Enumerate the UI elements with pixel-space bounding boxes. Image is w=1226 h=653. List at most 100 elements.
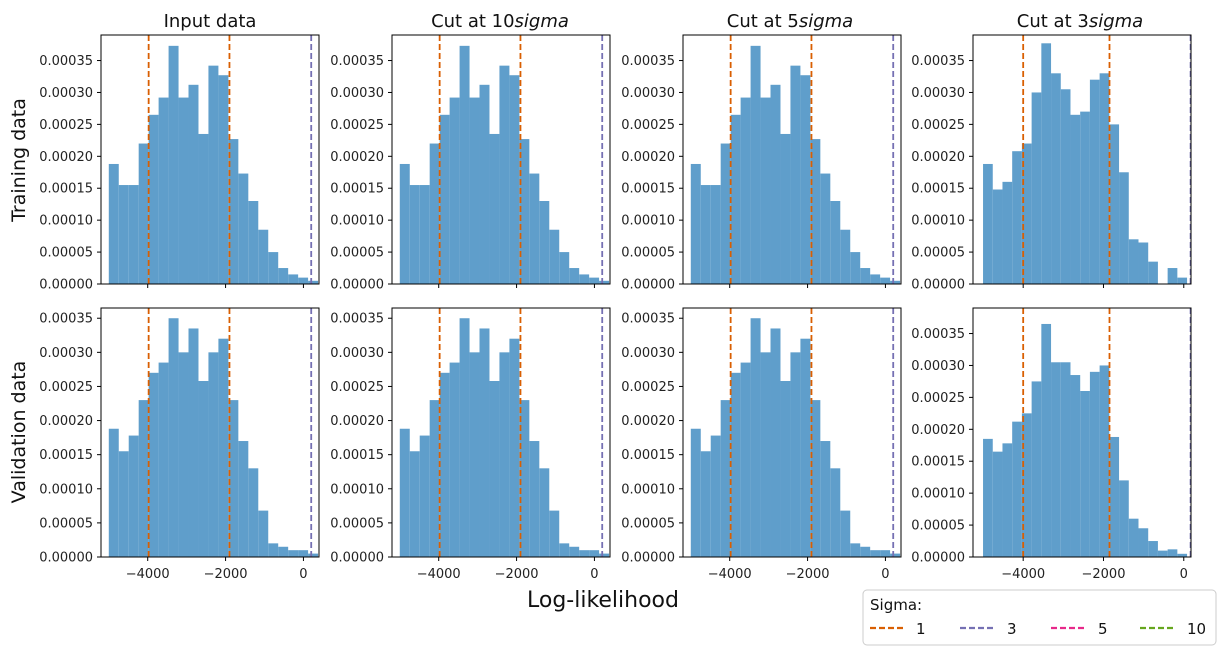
- histogram-bar: [288, 274, 299, 284]
- histogram-bar: [489, 133, 500, 284]
- histogram-bar: [138, 143, 149, 284]
- histogram-bar: [218, 75, 229, 284]
- y-tick-label: 0.00015: [621, 182, 675, 197]
- histogram-bar: [840, 510, 851, 557]
- histogram-bar: [208, 352, 219, 557]
- histogram-bar: [850, 543, 861, 557]
- histogram-bar: [148, 372, 159, 557]
- axes-frame: [682, 307, 902, 558]
- histogram-bar: [268, 543, 279, 557]
- histogram-bar: [449, 97, 460, 284]
- histogram-bar: [1167, 268, 1178, 284]
- axes-frame: [972, 307, 1192, 558]
- y-tick-label: 0.00030: [621, 346, 675, 361]
- histogram-bar: [138, 400, 149, 557]
- histogram-bar: [710, 185, 721, 284]
- y-tick-label: 0.00020: [39, 414, 93, 429]
- histogram-bar: [770, 328, 781, 557]
- histogram-bar: [890, 280, 901, 284]
- histogram-bar: [449, 362, 460, 557]
- y-tick-label: 0.00000: [330, 551, 384, 566]
- axes-frame: [972, 34, 1192, 285]
- histogram-bar: [1148, 261, 1158, 284]
- histogram-bar: [208, 65, 219, 285]
- histogram-bar: [188, 328, 199, 557]
- histogram-bar: [539, 468, 550, 557]
- histogram-bar: [549, 510, 560, 557]
- y-tick-label: 0.00000: [911, 551, 965, 566]
- axes-frame: [391, 34, 611, 285]
- histogram-bar: [168, 45, 179, 284]
- histogram-bar: [409, 451, 420, 557]
- histogram-bar: [820, 173, 831, 284]
- column-title-cut-3-sigma: Cut at 3sigma: [1017, 11, 1143, 32]
- histogram-bar: [1138, 242, 1149, 284]
- histogram-bar: [690, 163, 701, 284]
- histogram-bar: [308, 280, 319, 284]
- y-tick-label: 0.00020: [911, 423, 965, 438]
- histogram-bar: [188, 84, 199, 284]
- histogram-bar: [790, 352, 801, 557]
- histogram-bar: [730, 372, 741, 557]
- x-tick-label: 0: [299, 567, 307, 582]
- histogram-bar: [700, 451, 711, 557]
- y-tick-label: 0.00000: [621, 551, 675, 566]
- histogram-bar: [780, 380, 791, 557]
- y-tick-label: 0.00010: [39, 482, 93, 497]
- histogram-bar: [258, 229, 269, 284]
- histogram-bar: [228, 139, 239, 284]
- histogram-bar: [569, 268, 580, 284]
- histogram-bar: [198, 380, 209, 557]
- histogram-bar: [810, 139, 821, 284]
- x-tick-label: 0: [590, 567, 598, 582]
- histogram-bar: [178, 97, 189, 284]
- column-title-input-data: Input data: [164, 11, 257, 32]
- y-tick-label: 0.00030: [911, 359, 965, 374]
- y-tick-label: 0.00000: [39, 278, 93, 293]
- histogram-bar: [118, 451, 129, 557]
- histogram-bar: [1119, 172, 1129, 284]
- histogram-bar: [298, 550, 309, 557]
- histogram-bar: [499, 352, 510, 557]
- y-tick-label: 0.00020: [39, 150, 93, 165]
- histogram-bar: [992, 189, 1003, 284]
- y-tick-label: 0.00035: [621, 54, 675, 69]
- histogram-bar: [1041, 323, 1052, 557]
- histogram-bar: [1080, 391, 1090, 557]
- x-tick-label: −2000: [495, 567, 539, 582]
- histogram-bar: [469, 352, 480, 557]
- x-tick-label: −2000: [204, 567, 248, 582]
- row-label-validation-data: Validation data: [8, 361, 30, 504]
- histogram-bar: [399, 428, 410, 557]
- legend-label-sigma-5: 5: [1098, 620, 1108, 638]
- y-tick-label: 0.00010: [621, 482, 675, 497]
- histogram-bar: [1051, 362, 1061, 557]
- y-tick-label: 0.00035: [911, 54, 965, 69]
- y-tick-label: 0.00020: [621, 414, 675, 429]
- histogram-bar: [1041, 43, 1052, 284]
- histogram-bar: [559, 543, 570, 557]
- y-tick-label: 0.00020: [330, 414, 384, 429]
- y-tick-label: 0.00020: [621, 150, 675, 165]
- legend-label-sigma-10: 10: [1187, 620, 1206, 638]
- histogram-bar: [248, 201, 259, 284]
- histogram-bar: [840, 229, 851, 284]
- histogram-bar: [399, 163, 410, 284]
- histogram-bar: [429, 400, 440, 557]
- y-tick-label: 0.00035: [621, 312, 675, 327]
- y-tick-label: 0.00015: [39, 448, 93, 463]
- y-tick-label: 0.00025: [330, 118, 384, 133]
- y-tick-label: 0.00010: [330, 214, 384, 229]
- histogram-bar: [740, 362, 751, 557]
- histogram-bar: [439, 372, 450, 557]
- histogram-bar: [268, 252, 279, 284]
- histogram-bar: [770, 84, 781, 284]
- y-tick-label: 0.00030: [911, 86, 965, 101]
- histogram-bar: [589, 277, 600, 284]
- x-tick-label: −2000: [786, 567, 830, 582]
- y-tick-label: 0.00030: [39, 346, 93, 361]
- histogram-bar: [178, 352, 189, 557]
- histogram-bar: [228, 400, 239, 557]
- x-tick-label: 0: [1180, 567, 1188, 582]
- x-tick-label: −4000: [126, 567, 170, 582]
